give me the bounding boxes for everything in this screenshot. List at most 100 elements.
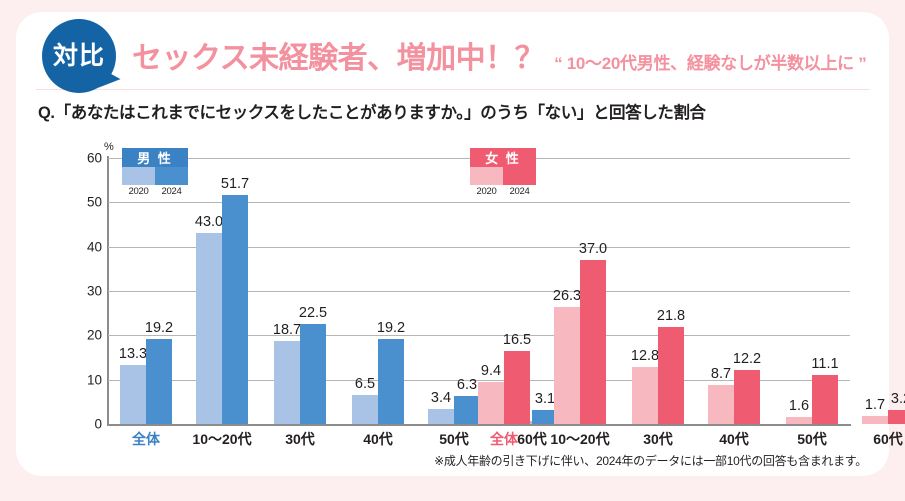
legend-male-year-2024: 2024 xyxy=(161,186,182,197)
x-axis-category-label: 50代 xyxy=(797,431,827,447)
y-axis-tick-label: 30 xyxy=(86,283,102,299)
legend-male: 男 性 2020 2024 xyxy=(122,148,188,197)
y-axis-line xyxy=(107,156,109,426)
y-axis-tick-label: 60 xyxy=(86,150,102,166)
axis-unit-label: % xyxy=(104,141,114,153)
bar xyxy=(708,385,734,424)
comparison-badge: 対比 xyxy=(42,19,116,93)
bar xyxy=(196,233,222,424)
bar-value-label: 26.3 xyxy=(552,288,582,305)
x-axis-category-label: 10〜20代 xyxy=(550,431,610,447)
gridline xyxy=(108,202,850,204)
bar-value-label: 6.5 xyxy=(354,376,376,393)
gridline xyxy=(108,335,850,337)
title-row: セックス未経験者、増加中！？ “ 10〜20代男性、経験なしが半数以上に ” xyxy=(132,44,885,74)
legend-male-years: 2020 2024 xyxy=(122,186,188,197)
x-axis-category-label: 全体 xyxy=(132,431,160,447)
footnote: ※成人年齢の引き下げに伴い、2024年のデータには一部10代の回答も含まれます。 xyxy=(434,454,867,468)
bar-value-label: 43.0 xyxy=(194,214,224,231)
bar xyxy=(786,416,812,424)
bar xyxy=(146,338,172,424)
x-axis-category-label: 60代 xyxy=(873,431,903,447)
y-axis-tick-label: 50 xyxy=(86,194,102,210)
bar-value-label: 19.2 xyxy=(376,319,406,336)
bar-value-label: 19.2 xyxy=(144,319,174,336)
bar-value-label: 16.5 xyxy=(502,331,532,348)
bar xyxy=(478,382,504,424)
header-divider xyxy=(36,89,870,90)
bar xyxy=(274,341,300,424)
bar-value-label: 1.7 xyxy=(864,397,886,414)
gridline xyxy=(108,291,850,292)
x-axis-category-label: 全体 xyxy=(490,431,518,447)
bar xyxy=(352,395,378,424)
x-axis-category-label: 40代 xyxy=(363,431,393,447)
page-subtitle: “ 10〜20代男性、経験なしが半数以上に ” xyxy=(554,54,867,73)
bar xyxy=(812,374,838,424)
gridline xyxy=(108,379,850,381)
bar xyxy=(428,408,454,424)
y-axis-tick-label: 10 xyxy=(86,372,102,388)
bar-value-label: 11.1 xyxy=(811,355,839,372)
question-text: Q.「あなたはこれまでにセックスをしたことがありますか。」のうち「ない」と回答し… xyxy=(38,104,706,122)
legend-male-swatch-2020 xyxy=(122,167,155,185)
legend-female-swatches xyxy=(470,167,536,185)
bar xyxy=(888,409,905,424)
legend-female-year-2024: 2024 xyxy=(509,186,530,197)
bar xyxy=(862,416,888,424)
x-axis-category-label: 10〜20代 xyxy=(192,431,252,447)
bar xyxy=(378,338,404,424)
legend-female-swatch-2024 xyxy=(503,167,536,185)
y-axis-labels: 0 10 20 30 40 50 60 xyxy=(60,151,102,432)
legend-female: 女 性 2020 2024 xyxy=(470,148,536,197)
bar xyxy=(532,410,558,424)
legend-female-years: 2020 2024 xyxy=(470,186,536,197)
gridline xyxy=(108,246,850,248)
bar xyxy=(658,327,684,424)
bar xyxy=(454,396,480,424)
x-axis-line xyxy=(107,424,851,426)
bar xyxy=(554,307,580,424)
page-title: セックス未経験者、増加中！？ xyxy=(132,42,545,75)
x-axis-category-label: 50代 xyxy=(439,431,469,447)
bar xyxy=(734,369,760,424)
bar-value-label: 8.7 xyxy=(710,366,732,383)
bar-value-label: 13.3 xyxy=(118,346,148,363)
legend-male-swatch-2024 xyxy=(155,167,188,185)
bar-value-label: 22.5 xyxy=(298,305,328,322)
legend-male-title: 男 性 xyxy=(122,148,188,167)
badge-label: 対比 xyxy=(52,41,105,70)
bar-value-label: 37.0 xyxy=(578,240,608,257)
legend-male-swatches xyxy=(122,167,188,185)
bar-value-label: 21.8 xyxy=(656,308,686,325)
bar-value-label: 3.4 xyxy=(430,389,452,406)
plot-area: 13.319.243.051.718.722.56.519.23.46.30.7… xyxy=(108,158,905,424)
bar-value-label: 12.8 xyxy=(630,348,660,365)
bar xyxy=(300,324,326,424)
bar-value-label: 6.3 xyxy=(456,377,478,394)
bar-value-label: 1.6 xyxy=(788,397,810,414)
bar-value-label: 18.7 xyxy=(272,322,302,339)
bar xyxy=(580,259,606,424)
bar xyxy=(504,350,530,424)
legend-female-swatch-2020 xyxy=(470,167,503,185)
bar xyxy=(120,365,146,424)
bar-value-label: 3.2 xyxy=(890,390,905,407)
bar-value-label: 51.7 xyxy=(220,175,250,192)
x-axis-category-label: 30代 xyxy=(643,431,673,447)
x-axis-category-label: 60代 xyxy=(517,431,547,447)
y-axis-tick-label: 20 xyxy=(86,327,102,343)
legend-male-year-2020: 2020 xyxy=(128,186,149,197)
legend-female-title: 女 性 xyxy=(470,148,536,167)
bar-value-label: 3.1 xyxy=(534,391,556,408)
bar xyxy=(222,194,248,424)
bar xyxy=(632,367,658,424)
bar-value-label: 9.4 xyxy=(480,363,502,380)
y-axis-tick-label: 40 xyxy=(86,239,102,255)
y-axis-tick-label: 0 xyxy=(94,416,102,432)
x-axis-category-label: 30代 xyxy=(285,431,315,447)
x-axis-category-label: 40代 xyxy=(719,431,749,447)
bar-value-label: 12.2 xyxy=(732,350,762,367)
